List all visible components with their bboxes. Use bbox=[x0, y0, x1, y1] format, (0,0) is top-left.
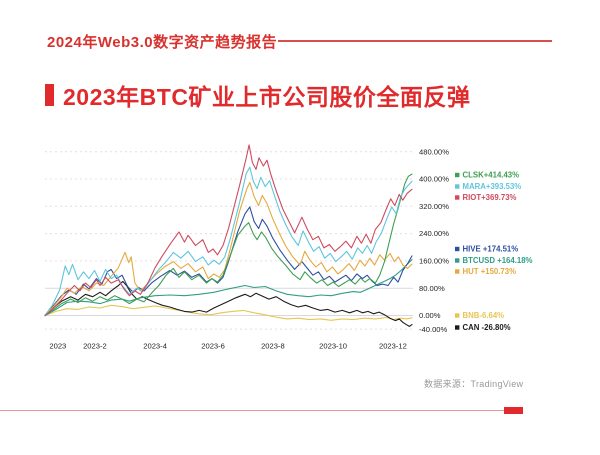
legend-label-mara: MARA+393.53% bbox=[463, 182, 522, 191]
y-tick-label-0: 0.00% bbox=[419, 311, 441, 320]
legend-label-can: CAN -26.80% bbox=[463, 323, 511, 332]
x-tick-label-2023-2: 2023-2 bbox=[83, 342, 107, 351]
page-title-text: 2023年BTC矿业上市公司股价全面反弹 bbox=[63, 84, 471, 110]
series-line-btcusd bbox=[44, 258, 413, 317]
x-tick-label-2023-4: 2023-4 bbox=[143, 342, 167, 351]
series-line-clsk bbox=[44, 173, 413, 317]
series-line-riot bbox=[44, 144, 413, 317]
price-line-chart: 480.00% 400.00% 320.00% 240.00% 160.00% 80.00… bbox=[44, 144, 533, 351]
legend-label-hive: HIVE +174.51% bbox=[463, 245, 519, 254]
series-line-bnb bbox=[44, 304, 413, 321]
x-tick-label-2023-8: 2023-8 bbox=[261, 342, 285, 351]
title-accent-bar-icon bbox=[45, 84, 54, 106]
page-title: 2023年BTC矿业上市公司股价全面反弹 bbox=[45, 78, 470, 112]
legend-swatch-hive-icon bbox=[455, 246, 460, 252]
y-tick-label-80: 80.00% bbox=[419, 284, 445, 293]
legend-swatch-hut-icon bbox=[455, 269, 460, 274]
x-tick-label-2023-12: 2023-12 bbox=[379, 342, 407, 351]
y-tick-label-160: 160.00% bbox=[419, 257, 449, 266]
series-line-can bbox=[44, 280, 413, 327]
legend-label-clsk: CLSK+414.43% bbox=[463, 171, 520, 180]
stock-performance-chart: 480.00% 400.00% 320.00% 240.00% 160.00% 80.00… bbox=[0, 130, 600, 365]
y-tick-label-480: 480.00% bbox=[419, 147, 449, 156]
legend-label-bnb: BNB-6.64% bbox=[463, 311, 505, 320]
footer-rule bbox=[0, 410, 504, 411]
legend-swatch-mara-icon bbox=[455, 184, 460, 189]
legend-swatch-btcusd-icon bbox=[455, 258, 460, 263]
y-tick-label-240: 240.00% bbox=[419, 229, 449, 238]
data-source-label: 数据来源：TradingView bbox=[424, 379, 524, 389]
legend-label-riot: RIOT+369.73% bbox=[463, 193, 517, 202]
legend-swatch-can-icon bbox=[455, 325, 460, 330]
x-tick-label-2023-6: 2023-6 bbox=[201, 342, 225, 351]
series-line-hive bbox=[44, 206, 413, 317]
x-tick-label-2023-10: 2023-10 bbox=[319, 342, 347, 351]
y-tick-label-400: 400.00% bbox=[419, 175, 449, 184]
header-rule bbox=[278, 40, 552, 42]
y-tick-label-320: 320.00% bbox=[419, 202, 449, 211]
report-header: 2024年Web3.0数字资产趋势报告 bbox=[47, 31, 277, 52]
legend-label-btcusd: BTCUSD +164.18% bbox=[463, 256, 533, 265]
footer-accent-block bbox=[504, 407, 523, 414]
report-title: 2024年Web3.0数字资产趋势报告 bbox=[47, 34, 278, 51]
legend-swatch-riot-icon bbox=[455, 195, 460, 200]
series-line-mara bbox=[44, 166, 413, 317]
legend-label-hut: HUT +150.73% bbox=[463, 267, 517, 276]
legend-swatch-bnb-icon bbox=[455, 313, 460, 318]
series-line-hut bbox=[44, 181, 413, 317]
x-tick-label-2023: 2023 bbox=[49, 342, 66, 351]
y-tick-label--40: -40.00% bbox=[419, 325, 448, 334]
legend-swatch-clsk-icon bbox=[455, 172, 460, 178]
